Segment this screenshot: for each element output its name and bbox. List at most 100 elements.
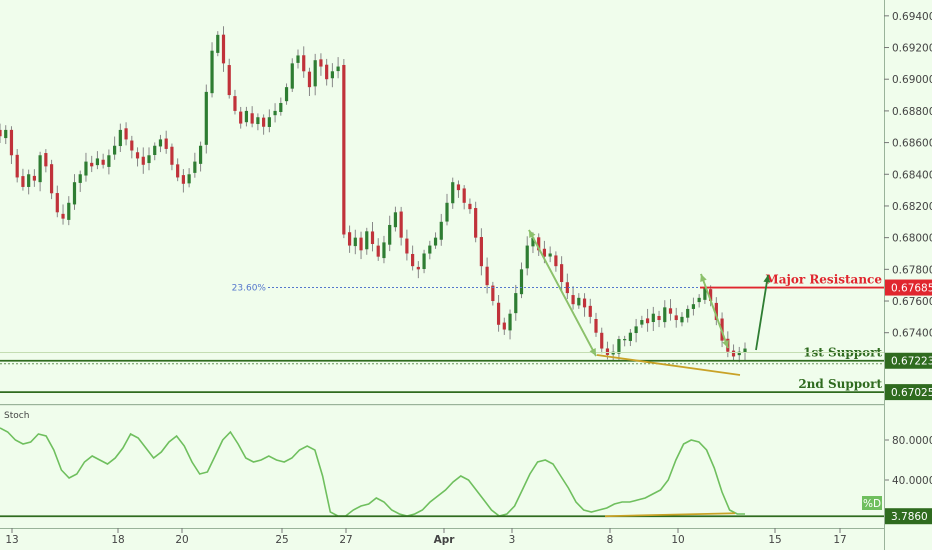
candle-body [61,213,65,219]
candle-body [193,161,197,173]
candle-body [204,91,208,145]
candle-body [84,161,88,176]
candle-body [731,350,736,357]
candle-body [588,305,592,317]
candle-body [78,174,82,183]
projection-arrow-head [763,275,771,283]
candle-body [548,253,552,257]
candle-body [135,152,140,159]
stoch-pane: Stoch 80.0000 40.0000 %D 3.7860 [0,411,932,525]
candle-body [640,320,644,325]
candle-body [296,55,300,63]
candle-body [347,232,352,246]
candle-body [313,60,317,87]
candle-body [262,117,266,127]
pane-separator [0,404,884,406]
candle-body [113,145,117,155]
candle-body [187,174,191,184]
candle-body [399,211,403,238]
candle-body [474,208,478,238]
candle-body [279,102,283,113]
pattern-arrow-up-1 [528,229,597,357]
level-price-tag [885,279,932,296]
stoch-divergence-line [604,512,736,518]
candle-body [479,237,483,267]
candle-body [411,253,415,267]
candle-body [416,266,420,270]
x-tick-label: 27 [339,534,352,546]
candle-body [319,59,323,67]
candle-body [502,322,506,330]
candle-body [382,242,386,259]
x-tick-label: 18 [111,534,124,546]
candle-body [519,269,524,295]
candle-body [118,129,122,147]
x-tick-label: 8 [607,534,614,546]
candle-body [674,315,678,321]
candle-body [15,154,19,178]
x-tick-label: 13 [5,534,18,546]
candle-body [605,348,610,355]
candle-body [359,237,363,251]
candle-body [198,145,203,164]
candle-body [164,138,168,149]
y-tick-label: 0.68200 [892,201,932,213]
candle-body [141,156,145,165]
candle-body [216,34,220,53]
candle-body [668,308,673,314]
candle-body [233,96,237,111]
fib-level-label: 23.60% [232,284,267,294]
candle-body [617,339,621,354]
candle-body [9,129,14,156]
candle-body [95,158,100,166]
candle-body [565,282,569,294]
candle-body [554,255,558,267]
candle-body [290,63,294,89]
candle-body [342,64,346,235]
candle-body [107,155,111,167]
level-label: 2nd Support [798,377,882,391]
candle-body [153,145,157,156]
candle-body [181,175,185,184]
candle-body [600,332,604,349]
level-price-tag [885,352,932,369]
x-tick-label: Apr [434,534,456,546]
level-price-tag [885,384,932,401]
candle-body [628,332,632,341]
y-tick-label: 0.69400 [892,11,932,23]
candle-body [273,110,277,116]
candles-layer [0,26,747,363]
y-tick-label: 0.69200 [892,43,932,55]
candle-body [560,264,564,283]
projection-arrow [755,274,769,351]
candle-body [227,65,231,96]
candle-body [210,50,214,94]
candle-body [336,66,340,72]
candle-body [663,307,667,323]
candle-body [38,155,42,183]
candle-body [445,202,449,222]
candle-body [158,139,163,147]
candle-body [709,289,713,302]
candle-body [330,71,334,79]
candle-body [691,304,696,309]
pattern-arrow-up-2-head [700,274,707,282]
candle-body [388,224,392,245]
candle-body [250,113,254,124]
candle-body [594,318,598,333]
candle-body [514,293,518,314]
candle-body [623,339,627,341]
pattern-arrow-up-2 [700,273,729,349]
candle-body [221,34,226,64]
candle-body [376,245,380,257]
candle-body [737,351,741,356]
y-tick-label: 0.67400 [892,328,932,340]
candle-body [4,129,8,139]
candle-body [697,297,701,303]
candle-body [32,175,36,181]
candle-body [542,248,547,257]
candle-body [651,313,655,323]
y-tick-label: 0.68400 [892,169,932,181]
